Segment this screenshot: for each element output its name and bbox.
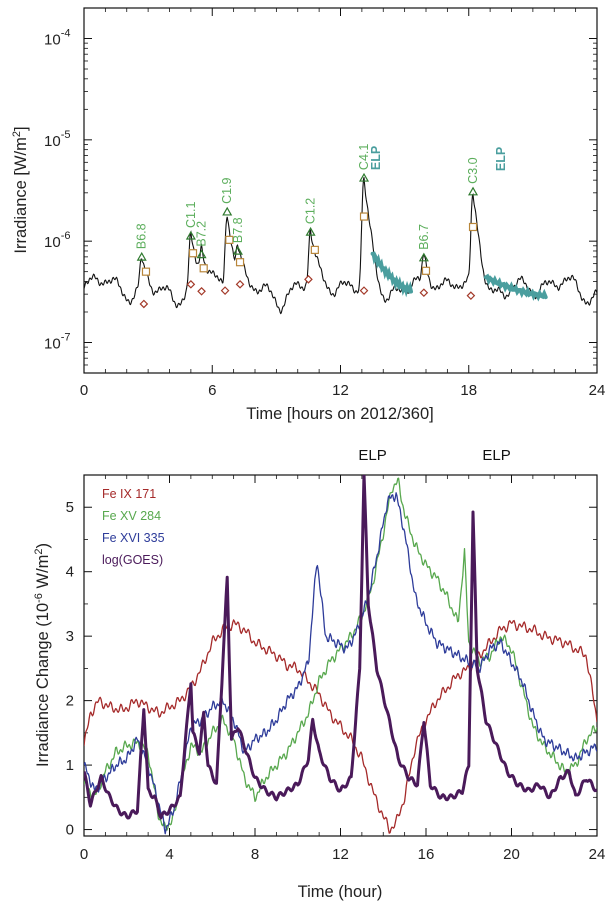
flare-peak-triangle <box>305 226 316 236</box>
bottom-x-tick-label: 16 <box>418 846 435 863</box>
diamond-marker <box>359 286 369 295</box>
top-y-tick-label: 10-7 <box>44 331 70 352</box>
legend-entry: Fe XV 284 <box>102 509 161 523</box>
series-line-fe-xv-284 <box>84 477 597 831</box>
bottom-y-tick-label: 1 <box>66 757 74 774</box>
flare-peak-triangle <box>185 230 196 240</box>
flare-peak-triangle <box>136 251 147 261</box>
flare-peak-triangle <box>358 172 370 182</box>
diamond-marker <box>186 279 196 289</box>
bottom-x-tick-label: 20 <box>503 846 520 863</box>
diamond-marker <box>197 286 206 296</box>
bottom-x-axis-title: Time (hour) <box>298 883 383 901</box>
legend-entry: Fe IX 171 <box>102 487 156 501</box>
bottom-y-tick-label: 3 <box>66 628 74 645</box>
top-elp-layer <box>370 251 548 302</box>
square-marker <box>359 212 369 221</box>
flare-class-label: B7.8 <box>231 217 245 243</box>
flare-peak-triangle <box>232 245 243 255</box>
flare-class-label: C4.1 <box>357 144 371 170</box>
top-plot-frame <box>83 7 598 374</box>
flare-class-label: B6.8 <box>135 223 149 249</box>
flare-class-label: B7.2 <box>195 221 209 247</box>
elp-segment <box>483 273 548 302</box>
top-x-axis-title: Time [hours on 2012/360] <box>246 405 433 423</box>
bottom-x-tick-label: 0 <box>80 846 88 863</box>
series-line-fe-xvi-335 <box>84 492 597 835</box>
flare-class-label: C1.2 <box>304 198 318 224</box>
bottom-y-tick-label: 5 <box>66 499 74 516</box>
flare-peak-triangle <box>418 252 429 262</box>
bottom-x-tick-label: 4 <box>165 846 173 863</box>
square-marker <box>468 222 478 232</box>
top-x-tick-label: 0 <box>80 382 88 399</box>
flare-class-label: C1.1 <box>184 202 198 228</box>
bottom-y-tick-label: 0 <box>66 822 74 839</box>
series-line-fe-ix-171 <box>84 619 597 834</box>
top-x-tick-label: 6 <box>208 382 216 399</box>
bottom-y-tick-label: 4 <box>66 564 74 581</box>
square-marker <box>188 249 198 258</box>
top-y-tick-label: 10-6 <box>44 230 70 251</box>
square-marker <box>225 235 234 244</box>
bottom-y-tick-label: 2 <box>66 693 74 710</box>
top-markers <box>136 172 479 309</box>
flare-class-label: C3.0 <box>466 157 480 183</box>
flare-peak-triangle <box>467 186 479 196</box>
diamond-marker <box>466 291 476 300</box>
diamond-marker <box>304 274 313 284</box>
legend-entry: log(GOES) <box>102 553 163 567</box>
bottom-plot-frame <box>83 474 598 837</box>
diamond-marker <box>419 288 429 298</box>
diamond-marker <box>235 279 245 289</box>
square-marker <box>310 245 319 254</box>
bottom-x-tick-label: 24 <box>589 846 606 863</box>
elp-label: ELP <box>494 147 508 171</box>
elp-label: ELP <box>369 146 383 170</box>
top-y-tick-label: 10-5 <box>44 129 70 150</box>
square-marker <box>421 266 431 275</box>
flare-class-label: B6.7 <box>417 224 431 250</box>
bottom-x-tick-label: 12 <box>332 846 349 863</box>
top-x-tick-label: 12 <box>332 382 349 399</box>
top-ticks: 0 6 12 18 24 10-7 10-6 10-5 10-4 <box>44 7 606 399</box>
bottom-annotations: ELP ELP <box>358 447 510 464</box>
elp-annotation: ELP <box>358 447 386 464</box>
legend-entry: Fe XVI 335 <box>102 531 165 545</box>
square-marker <box>199 264 208 273</box>
series-line-log-goes- <box>84 475 597 820</box>
top-panel: 0 6 12 18 24 10-7 10-6 10-5 10-4 B6.8 C1.1B7.2 C1.… <box>11 7 606 423</box>
bottom-legend: Fe IX 171 Fe XV 284 Fe XVI 335 log(GOES) <box>102 487 165 567</box>
bottom-series-layer <box>84 475 597 835</box>
flare-peak-triangle <box>196 249 207 259</box>
top-y-axis-title: Irradiance [W/m2] <box>11 126 30 253</box>
diamond-marker <box>139 299 149 309</box>
square-marker <box>141 267 151 276</box>
flare-peak-triangle <box>222 206 233 216</box>
top-labels: B6.8 C1.1B7.2 C1.9 B7.8 C1.2 C4.1 B6.7 C3.0 ELP E… <box>135 144 508 250</box>
flare-class-label: C1.9 <box>220 177 234 203</box>
bottom-y-axis-title: Irradiance Change (10-6 W/m2) <box>33 543 52 767</box>
square-marker <box>235 258 245 267</box>
elp-annotation: ELP <box>482 447 510 464</box>
diamond-marker <box>220 286 230 295</box>
top-x-tick-label: 24 <box>589 382 606 399</box>
elp-segment <box>370 251 413 298</box>
top-x-tick-label: 18 <box>460 382 477 399</box>
top-y-tick-label: 10-4 <box>44 28 70 49</box>
bottom-x-tick-label: 8 <box>251 846 259 863</box>
